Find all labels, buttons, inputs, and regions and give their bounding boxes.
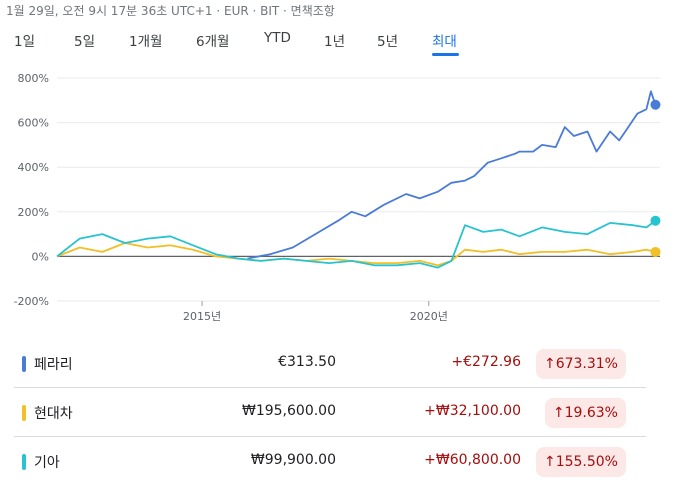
y-tick-label: 800% bbox=[18, 72, 49, 85]
y-tick-label: 200% bbox=[18, 206, 49, 219]
series-end-point bbox=[650, 215, 661, 226]
range-tabs: 1일 5일 1개월 6개월 YTD 1년 5년 최대 bbox=[0, 30, 677, 56]
stock-change: +€272.96 bbox=[451, 354, 521, 370]
stock-name: 페라리 bbox=[34, 357, 73, 373]
tab-1y[interactable]: 1년 bbox=[324, 34, 346, 50]
market-info-text: 1월 29일, 오전 9시 17분 36초 UTC+1 · EUR · BIT … bbox=[6, 4, 335, 18]
percent-change-badge: ↑155.50% bbox=[535, 447, 626, 477]
tab-ytd[interactable]: YTD bbox=[264, 30, 291, 46]
list-item[interactable]: 현대차 ₩195,600.00 +₩32,100.00 ↑19.63% bbox=[14, 389, 646, 437]
stock-price: ₩99,900.00 bbox=[250, 452, 336, 468]
series-color-swatch bbox=[22, 405, 26, 421]
stock-change: +₩60,800.00 bbox=[424, 452, 521, 468]
x-tick-label: 2020년 bbox=[410, 310, 448, 323]
stock-price: ₩195,600.00 bbox=[241, 403, 336, 419]
percent-change-badge: ↑673.31% bbox=[535, 349, 626, 379]
tab-5y[interactable]: 5년 bbox=[377, 34, 399, 50]
list-item[interactable]: 기아 ₩99,900.00 +₩60,800.00 ↑155.50% bbox=[14, 438, 646, 486]
tab-1m[interactable]: 1개월 bbox=[129, 34, 163, 50]
y-tick-label: 600% bbox=[18, 117, 49, 130]
list-item[interactable]: 페라리 €313.50 +€272.96 ↑673.31% bbox=[14, 340, 646, 388]
stock-name: 현대차 bbox=[34, 406, 73, 422]
line-chart: 800% 600% 400% 200% 0% -200% 2015년 2020년 bbox=[14, 72, 661, 323]
stock-price: €313.50 bbox=[278, 354, 336, 370]
y-tick-label: 0% bbox=[32, 250, 49, 263]
percent-change-badge: ↑19.63% bbox=[544, 398, 626, 428]
stock-change: +₩32,100.00 bbox=[424, 403, 521, 419]
series-end-point bbox=[650, 99, 661, 110]
y-tick-label: 400% bbox=[18, 161, 49, 174]
tab-max[interactable]: 최대 bbox=[432, 34, 457, 50]
divider bbox=[14, 436, 646, 437]
tab-6m[interactable]: 6개월 bbox=[196, 34, 230, 50]
active-tab-indicator bbox=[432, 53, 459, 56]
series-color-swatch bbox=[22, 454, 26, 470]
divider bbox=[14, 387, 646, 388]
stock-name: 기아 bbox=[34, 455, 60, 471]
tab-5d[interactable]: 5일 bbox=[74, 34, 96, 50]
y-tick-label: -200% bbox=[14, 295, 49, 308]
x-tick-label: 2015년 bbox=[183, 310, 221, 323]
series-line bbox=[56, 242, 656, 267]
series-end-point bbox=[650, 246, 661, 257]
series-line bbox=[56, 219, 657, 269]
series-color-swatch bbox=[22, 356, 26, 372]
tab-1d[interactable]: 1일 bbox=[14, 34, 36, 50]
series-line bbox=[247, 90, 657, 260]
